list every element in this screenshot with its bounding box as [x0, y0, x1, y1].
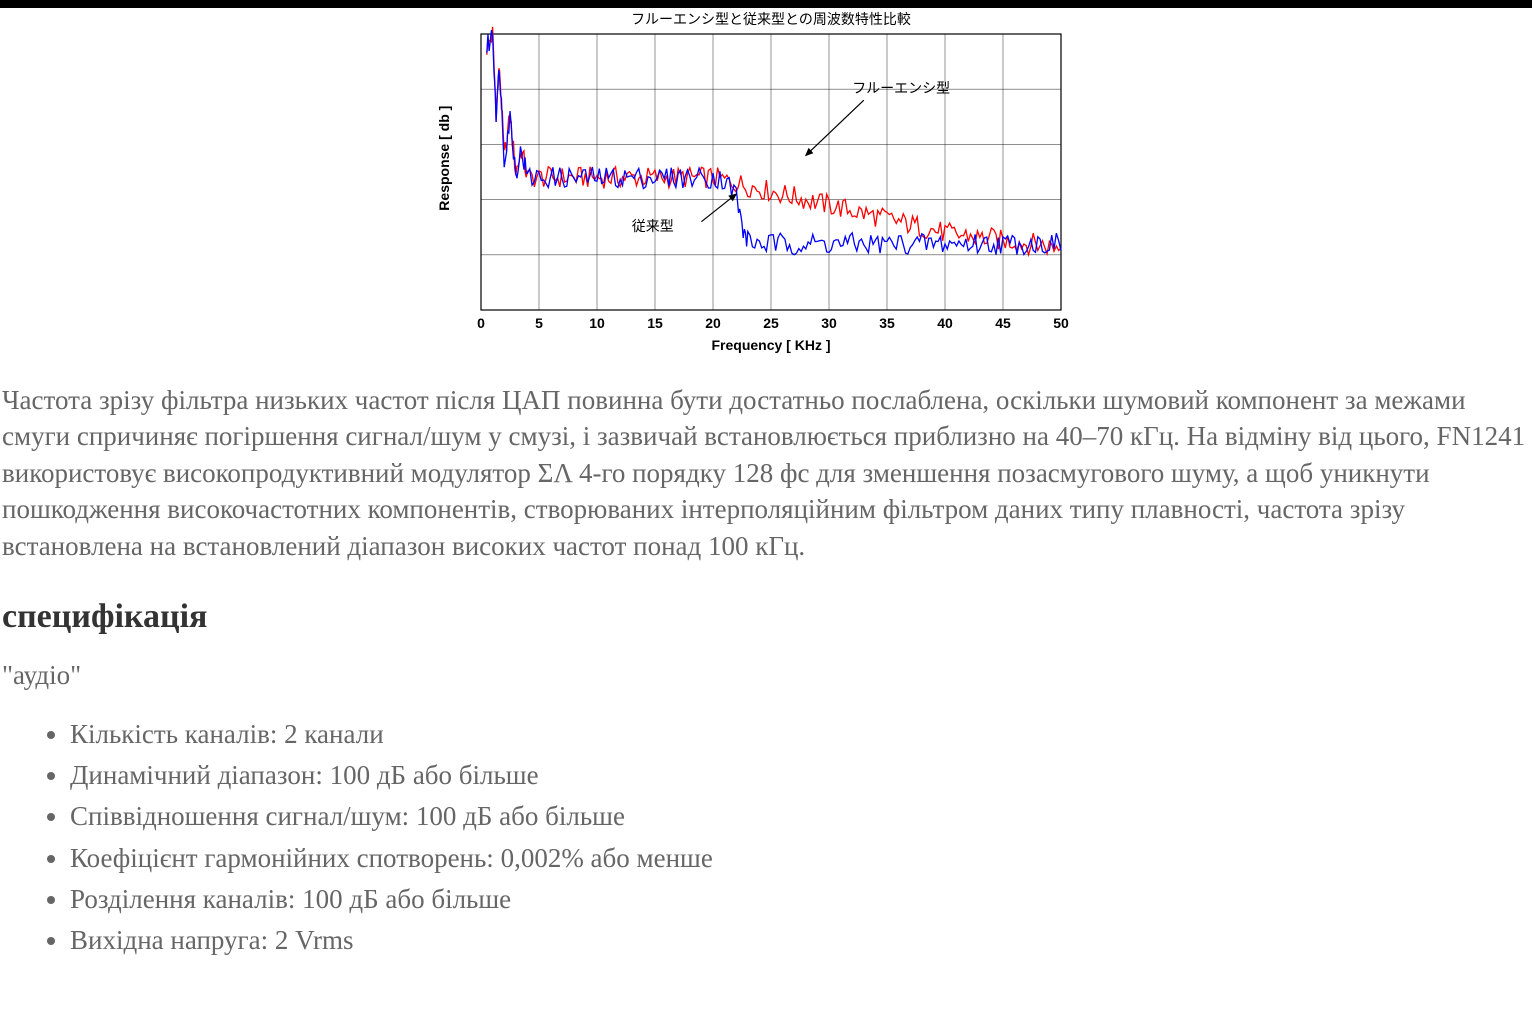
- svg-text:25: 25: [763, 315, 779, 331]
- spec-list: Кількість каналів: 2 каналиДинамічний ді…: [0, 715, 1532, 960]
- audio-label: "аудіо": [0, 660, 1532, 691]
- svg-text:35: 35: [879, 315, 895, 331]
- svg-text:従来型: 従来型: [632, 218, 674, 234]
- frequency-response-chart: 0 5 10 15 20 25 30 35 40 45 50 フルーエンシ型と従来型との周波数特性比較…: [431, 8, 1101, 368]
- svg-text:フルーエンシ型と従来型との周波数特性比較: フルーエンシ型と従来型との周波数特性比較: [631, 11, 911, 27]
- spec-item: Кількість каналів: 2 канали: [70, 715, 1532, 754]
- top-black-bar: [0, 0, 1532, 8]
- chart-svg: 0 5 10 15 20 25 30 35 40 45 50 フルーエンシ型と従来型との周波数特性比較…: [431, 8, 1101, 368]
- svg-text:30: 30: [821, 315, 837, 331]
- body-paragraph: Частота зрізу фільтра низьких частот піс…: [0, 382, 1532, 564]
- svg-text:フルーエンシ型: フルーエンシ型: [852, 80, 950, 96]
- chart-container: 0 5 10 15 20 25 30 35 40 45 50 フルーエンシ型と従来型との周波数特性比較…: [0, 8, 1532, 374]
- svg-text:40: 40: [937, 315, 953, 331]
- spec-item: Динамічний діапазон: 100 дБ або більше: [70, 756, 1532, 795]
- svg-text:50: 50: [1053, 315, 1069, 331]
- spec-heading: специфікація: [0, 598, 1532, 636]
- svg-text:15: 15: [647, 315, 663, 331]
- spec-item: Коефіцієнт гармонійних спотворень: 0,002…: [70, 839, 1532, 878]
- spec-item: Співвідношення сигнал/шум: 100 дБ або бі…: [70, 797, 1532, 836]
- svg-text:45: 45: [995, 315, 1011, 331]
- spec-item: Вихідна напруга: 2 Vrms: [70, 921, 1532, 960]
- svg-text:20: 20: [705, 315, 721, 331]
- svg-text:5: 5: [535, 315, 543, 331]
- svg-text:0: 0: [477, 315, 485, 331]
- svg-text:Response [ db ]: Response [ db ]: [436, 106, 452, 211]
- svg-text:10: 10: [589, 315, 605, 331]
- page-content: 0 5 10 15 20 25 30 35 40 45 50 フルーエンシ型と従来型との周波数特性比較…: [0, 8, 1532, 960]
- spec-item: Розділення каналів: 100 дБ або більше: [70, 880, 1532, 919]
- svg-text:Frequency [ KHz ]: Frequency [ KHz ]: [711, 337, 830, 353]
